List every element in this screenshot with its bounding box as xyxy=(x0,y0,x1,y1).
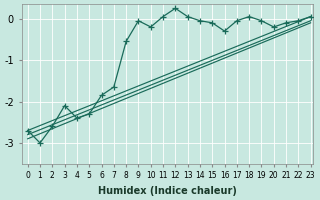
X-axis label: Humidex (Indice chaleur): Humidex (Indice chaleur) xyxy=(98,186,237,196)
